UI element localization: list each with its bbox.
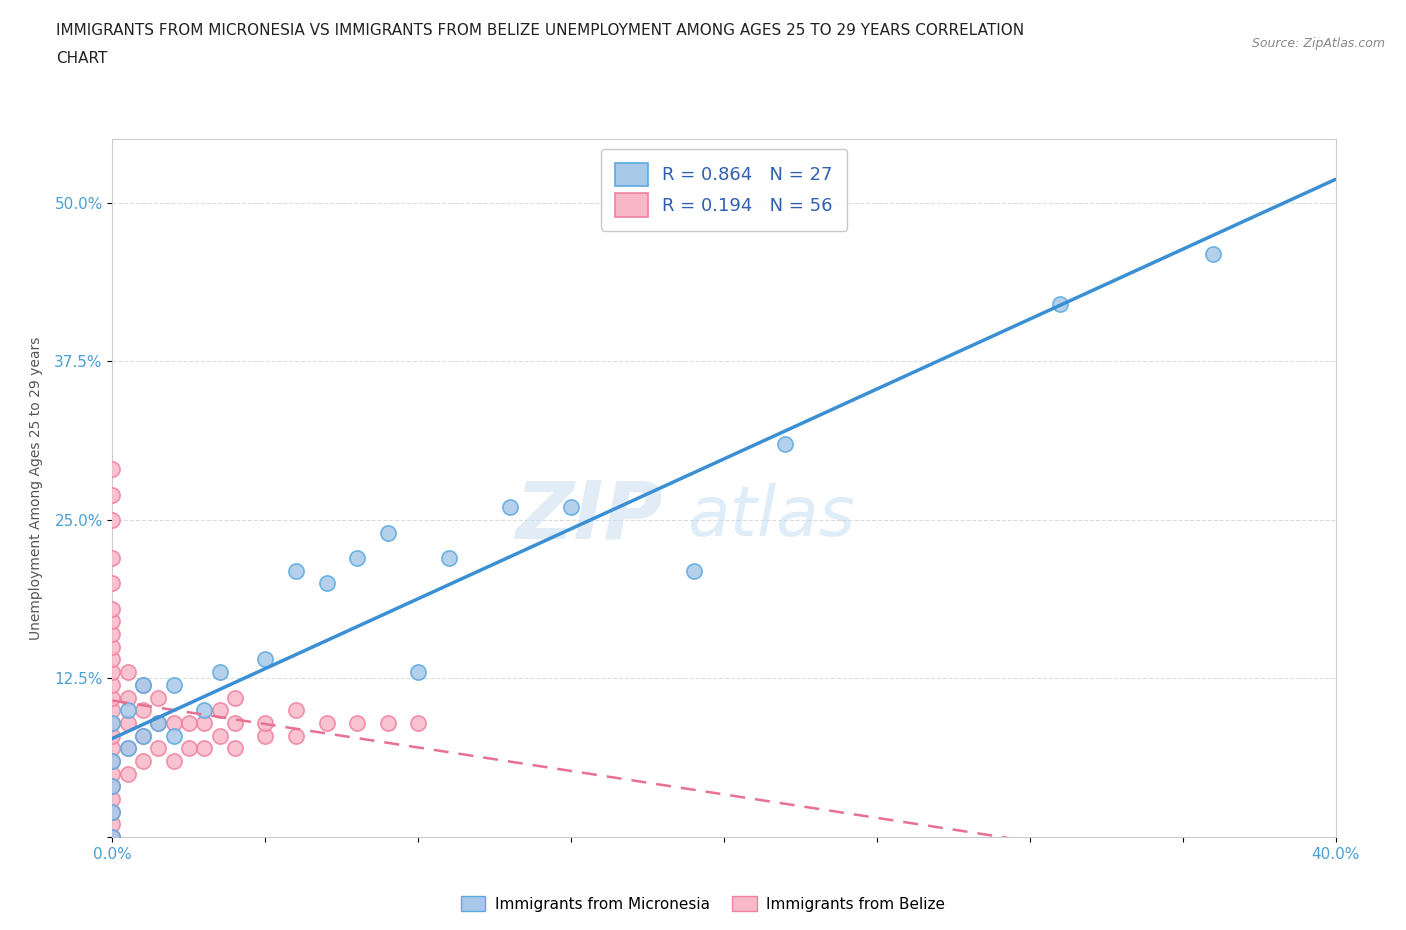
Point bbox=[163, 715, 186, 730]
Point bbox=[101, 614, 124, 629]
Point bbox=[101, 753, 124, 768]
Text: CHART: CHART bbox=[56, 51, 108, 66]
Point bbox=[132, 677, 155, 692]
Point bbox=[117, 690, 139, 705]
Point bbox=[254, 652, 277, 667]
Point bbox=[346, 551, 368, 565]
Point bbox=[775, 436, 797, 451]
Point bbox=[499, 499, 522, 514]
Text: atlas: atlas bbox=[688, 483, 855, 550]
Point bbox=[132, 728, 155, 743]
Point bbox=[224, 715, 246, 730]
Point bbox=[193, 741, 215, 756]
Point bbox=[101, 715, 124, 730]
Point bbox=[101, 753, 124, 768]
Point bbox=[101, 728, 124, 743]
Point bbox=[117, 741, 139, 756]
Point bbox=[101, 766, 124, 781]
Point bbox=[284, 728, 308, 743]
Point bbox=[254, 715, 277, 730]
Point bbox=[101, 602, 124, 617]
Point bbox=[163, 677, 186, 692]
Point bbox=[132, 703, 155, 718]
Point bbox=[208, 703, 231, 718]
Text: ZIP: ZIP bbox=[516, 477, 664, 555]
Point bbox=[148, 715, 170, 730]
Point bbox=[101, 690, 124, 705]
Point bbox=[224, 690, 246, 705]
Point bbox=[101, 715, 124, 730]
Point bbox=[177, 741, 200, 756]
Point bbox=[117, 766, 139, 781]
Point bbox=[101, 677, 124, 692]
Text: Source: ZipAtlas.com: Source: ZipAtlas.com bbox=[1251, 37, 1385, 50]
Point bbox=[315, 715, 337, 730]
Point bbox=[148, 715, 170, 730]
Point bbox=[148, 690, 170, 705]
Point bbox=[101, 830, 124, 844]
Point bbox=[101, 830, 124, 844]
Point bbox=[163, 753, 186, 768]
Point bbox=[132, 728, 155, 743]
Point bbox=[101, 487, 124, 502]
Point bbox=[101, 551, 124, 565]
Point bbox=[101, 804, 124, 819]
Point bbox=[117, 665, 139, 680]
Point bbox=[101, 665, 124, 680]
Point bbox=[148, 741, 170, 756]
Point bbox=[377, 715, 399, 730]
Point bbox=[408, 715, 430, 730]
Point bbox=[1049, 297, 1071, 312]
Y-axis label: Unemployment Among Ages 25 to 29 years: Unemployment Among Ages 25 to 29 years bbox=[30, 337, 44, 640]
Point bbox=[101, 741, 124, 756]
Point bbox=[177, 715, 200, 730]
Point bbox=[132, 677, 155, 692]
Point bbox=[284, 564, 308, 578]
Legend: Immigrants from Micronesia, Immigrants from Belize: Immigrants from Micronesia, Immigrants f… bbox=[454, 889, 952, 918]
Point bbox=[254, 728, 277, 743]
Point bbox=[117, 703, 139, 718]
Point bbox=[101, 804, 124, 819]
Point bbox=[208, 728, 231, 743]
Point bbox=[377, 525, 399, 540]
Point bbox=[193, 715, 215, 730]
Legend: R = 0.864   N = 27, R = 0.194   N = 56: R = 0.864 N = 27, R = 0.194 N = 56 bbox=[600, 149, 848, 231]
Point bbox=[101, 639, 124, 654]
Point bbox=[224, 741, 246, 756]
Point bbox=[101, 778, 124, 793]
Point bbox=[132, 753, 155, 768]
Point bbox=[193, 703, 215, 718]
Point bbox=[117, 741, 139, 756]
Point bbox=[101, 652, 124, 667]
Point bbox=[437, 551, 460, 565]
Point bbox=[101, 627, 124, 642]
Point bbox=[284, 703, 308, 718]
Point bbox=[163, 728, 186, 743]
Point bbox=[208, 665, 231, 680]
Point bbox=[101, 778, 124, 793]
Point bbox=[560, 499, 582, 514]
Point bbox=[101, 703, 124, 718]
Point bbox=[101, 791, 124, 806]
Text: IMMIGRANTS FROM MICRONESIA VS IMMIGRANTS FROM BELIZE UNEMPLOYMENT AMONG AGES 25 : IMMIGRANTS FROM MICRONESIA VS IMMIGRANTS… bbox=[56, 23, 1025, 38]
Point bbox=[101, 576, 124, 591]
Point bbox=[101, 512, 124, 527]
Point bbox=[101, 817, 124, 831]
Point bbox=[682, 564, 704, 578]
Point bbox=[117, 715, 139, 730]
Point bbox=[346, 715, 368, 730]
Point bbox=[408, 665, 430, 680]
Point bbox=[101, 462, 124, 477]
Point bbox=[315, 576, 337, 591]
Point bbox=[1202, 246, 1225, 261]
Point bbox=[101, 830, 124, 844]
